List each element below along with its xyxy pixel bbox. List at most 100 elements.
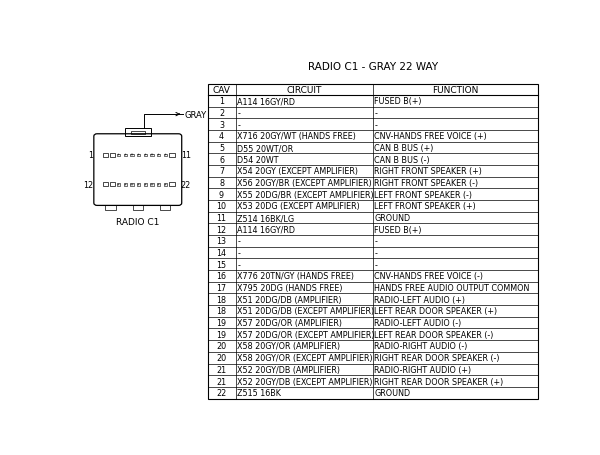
Text: 2: 2 xyxy=(219,109,224,118)
Bar xyxy=(151,184,154,186)
Text: X795 20DG (HANDS FREE): X795 20DG (HANDS FREE) xyxy=(238,283,343,293)
Text: CAN B BUS (+): CAN B BUS (+) xyxy=(374,144,434,153)
Bar xyxy=(144,184,147,186)
Text: X58 20GY/OR (AMPLIFIER): X58 20GY/OR (AMPLIFIER) xyxy=(238,342,341,351)
Bar xyxy=(157,184,160,186)
Bar xyxy=(137,184,140,186)
Text: -: - xyxy=(374,260,377,269)
Text: FUSED B(+): FUSED B(+) xyxy=(374,225,422,234)
Text: -: - xyxy=(238,121,241,130)
Text: LEFT FRONT SPEAKER (+): LEFT FRONT SPEAKER (+) xyxy=(374,202,476,211)
Bar xyxy=(110,154,115,157)
Text: 15: 15 xyxy=(217,260,227,269)
Text: -: - xyxy=(374,109,377,118)
Bar xyxy=(133,205,143,211)
Text: 18: 18 xyxy=(217,307,227,316)
Text: RIGHT FRONT SPEAKER (+): RIGHT FRONT SPEAKER (+) xyxy=(374,167,482,176)
Bar xyxy=(157,154,160,157)
Bar xyxy=(117,154,121,157)
Text: A114 16GY/RD: A114 16GY/RD xyxy=(238,97,295,106)
Text: 10: 10 xyxy=(217,202,227,211)
Text: GROUND: GROUND xyxy=(374,388,410,397)
Text: FUNCTION: FUNCTION xyxy=(432,86,478,95)
Text: 18: 18 xyxy=(217,295,227,304)
Text: -: - xyxy=(374,121,377,130)
Text: 20: 20 xyxy=(217,342,227,351)
Text: 1: 1 xyxy=(88,151,94,160)
Text: CAN B BUS (-): CAN B BUS (-) xyxy=(374,156,430,164)
Text: FUSED B(+): FUSED B(+) xyxy=(374,97,422,106)
Text: 1: 1 xyxy=(219,97,224,106)
Text: X54 20GY (EXCEPT AMPLIFIER): X54 20GY (EXCEPT AMPLIFIER) xyxy=(238,167,358,176)
Text: CNV-HANDS FREE VOICE (+): CNV-HANDS FREE VOICE (+) xyxy=(374,132,487,141)
Text: 17: 17 xyxy=(217,283,227,293)
Bar xyxy=(103,154,108,157)
Text: 11: 11 xyxy=(217,214,227,222)
Text: X53 20DG (EXCEPT AMPLIFIER): X53 20DG (EXCEPT AMPLIFIER) xyxy=(238,202,360,211)
Bar xyxy=(158,155,160,156)
Text: -: - xyxy=(238,260,241,269)
Text: 14: 14 xyxy=(217,248,227,258)
Bar xyxy=(137,154,140,157)
Text: 5: 5 xyxy=(219,144,224,153)
Bar xyxy=(117,184,121,186)
Text: 12: 12 xyxy=(217,225,227,234)
Text: X57 20DG/OR (AMPLIFIER): X57 20DG/OR (AMPLIFIER) xyxy=(238,318,343,328)
Text: 19: 19 xyxy=(217,330,227,339)
Text: HANDS FREE AUDIO OUTPUT COMMON: HANDS FREE AUDIO OUTPUT COMMON xyxy=(374,283,530,293)
Text: 21: 21 xyxy=(217,377,227,386)
Text: 11: 11 xyxy=(181,151,191,160)
Text: -: - xyxy=(374,237,377,246)
Bar xyxy=(131,155,133,156)
Bar xyxy=(144,154,147,157)
Bar xyxy=(103,183,108,187)
Text: RADIO-RIGHT AUDIO (+): RADIO-RIGHT AUDIO (+) xyxy=(374,365,472,374)
Text: 8: 8 xyxy=(219,179,224,187)
Text: X52 20GY/DB (EXCEPT AMPLIFIER): X52 20GY/DB (EXCEPT AMPLIFIER) xyxy=(238,377,373,386)
Text: GRAY: GRAY xyxy=(184,111,206,119)
Text: 16: 16 xyxy=(217,272,227,281)
Text: 12: 12 xyxy=(83,181,94,189)
Bar xyxy=(151,184,153,186)
Text: D55 20WT/OR: D55 20WT/OR xyxy=(238,144,293,153)
Text: LEFT REAR DOOR SPEAKER (-): LEFT REAR DOOR SPEAKER (-) xyxy=(374,330,494,339)
Bar xyxy=(110,183,115,187)
Bar xyxy=(118,184,119,186)
Text: 13: 13 xyxy=(217,237,227,246)
Text: X716 20GY/WT (HANDS FREE): X716 20GY/WT (HANDS FREE) xyxy=(238,132,356,141)
Text: RADIO C1 - GRAY 22 WAY: RADIO C1 - GRAY 22 WAY xyxy=(308,62,437,72)
Text: RADIO C1: RADIO C1 xyxy=(116,218,160,227)
Text: RIGHT REAR DOOR SPEAKER (-): RIGHT REAR DOOR SPEAKER (-) xyxy=(374,354,500,362)
Bar xyxy=(151,155,153,156)
Bar xyxy=(118,155,119,156)
Bar xyxy=(125,129,151,136)
Bar xyxy=(131,131,145,135)
Text: RADIO-RIGHT AUDIO (-): RADIO-RIGHT AUDIO (-) xyxy=(374,342,468,351)
Text: RADIO-LEFT AUDIO (+): RADIO-LEFT AUDIO (+) xyxy=(374,295,466,304)
Bar xyxy=(145,155,146,156)
Text: -: - xyxy=(238,248,241,258)
Bar xyxy=(164,184,167,186)
Text: 20: 20 xyxy=(217,354,227,362)
Text: X57 20DG/OR (EXCEPT AMPLIFIER): X57 20DG/OR (EXCEPT AMPLIFIER) xyxy=(238,330,375,339)
Text: 7: 7 xyxy=(219,167,224,176)
Bar xyxy=(124,154,127,157)
Bar xyxy=(169,183,175,187)
Text: A114 16GY/RD: A114 16GY/RD xyxy=(238,225,295,234)
Text: LEFT REAR DOOR SPEAKER (+): LEFT REAR DOOR SPEAKER (+) xyxy=(374,307,497,316)
Bar xyxy=(138,155,139,156)
Text: RIGHT FRONT SPEAKER (-): RIGHT FRONT SPEAKER (-) xyxy=(374,179,479,187)
Text: 9: 9 xyxy=(219,190,224,199)
Bar xyxy=(131,184,133,186)
Text: CAV: CAV xyxy=(212,86,230,95)
Bar xyxy=(138,184,139,186)
Bar xyxy=(164,155,166,156)
Text: -: - xyxy=(374,248,377,258)
Bar xyxy=(151,154,154,157)
Text: 19: 19 xyxy=(217,318,227,328)
Text: X58 20GY/OR (EXCEPT AMPLIFIER): X58 20GY/OR (EXCEPT AMPLIFIER) xyxy=(238,354,373,362)
Text: 3: 3 xyxy=(219,121,224,130)
Text: D54 20WT: D54 20WT xyxy=(238,156,279,164)
Bar xyxy=(106,205,116,211)
Text: CNV-HANDS FREE VOICE (-): CNV-HANDS FREE VOICE (-) xyxy=(374,272,484,281)
